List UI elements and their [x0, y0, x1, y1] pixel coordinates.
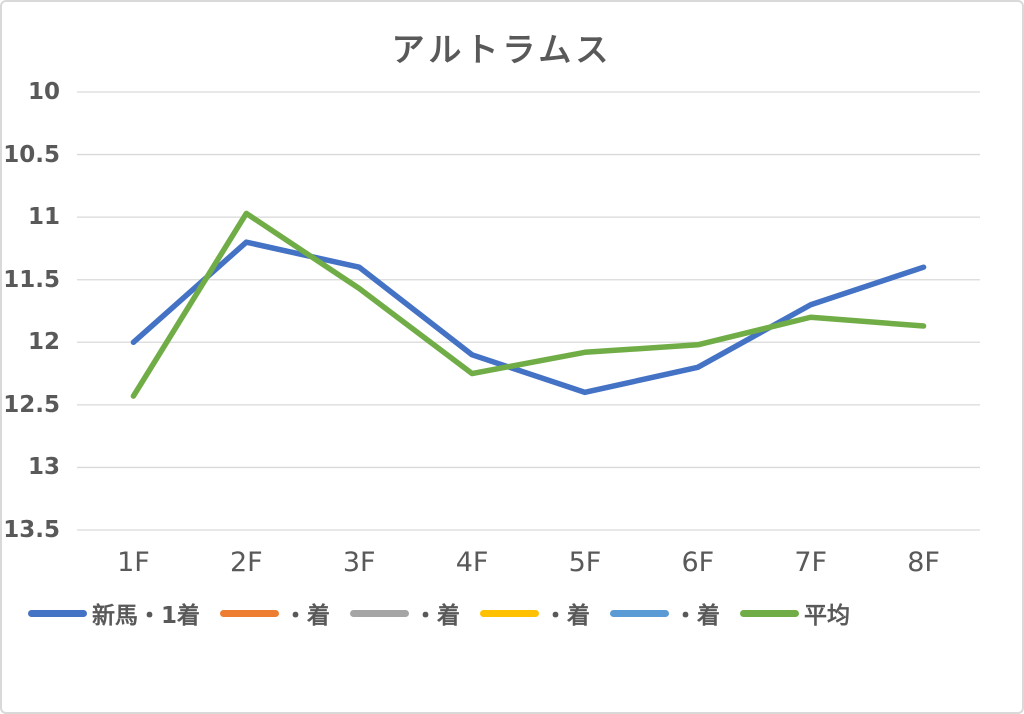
legend-label: 新馬・1着 — [92, 603, 201, 629]
chart-title: アルトラムス — [391, 30, 613, 69]
x-axis-tick: 2F — [229, 547, 263, 578]
x-axis-tick: 6F — [681, 547, 715, 578]
legend-swatch — [610, 609, 670, 617]
y-axis-tick: 10 — [27, 79, 60, 105]
legend-label: 平均 — [804, 603, 851, 629]
legend-swatch — [480, 609, 540, 617]
legend-item: ・着 — [220, 596, 330, 630]
legend-item: ・着 — [350, 596, 460, 630]
x-axis-tick: 7F — [794, 547, 828, 578]
series-line-0 — [130, 239, 927, 396]
legend-label: ・着 — [674, 603, 721, 629]
y-axis-tick: 11.5 — [3, 266, 60, 293]
legend-item: ・着 — [480, 596, 590, 630]
y-axis-tick: 13 — [27, 454, 60, 481]
x-axis-tick: 4F — [455, 547, 489, 578]
legend-swatch — [740, 609, 800, 617]
x-axis-tick: 5F — [568, 547, 602, 578]
y-axis-tick: 11 — [27, 204, 60, 231]
x-axis-tick: 1F — [117, 547, 150, 578]
legend: 新馬・1着 ・着 ・着 ・着 ・着 平均 — [28, 596, 850, 630]
legend-label: ・着 — [284, 603, 331, 629]
y-axis-tick: 10.5 — [3, 141, 60, 168]
legend-swatch — [350, 609, 410, 617]
y-axis-tick: 13.5 — [3, 517, 60, 543]
x-axis-tick: 8F — [907, 547, 940, 578]
legend-label: ・着 — [544, 603, 591, 629]
series-line-5 — [130, 210, 927, 399]
legend-item: ・着 — [610, 596, 720, 630]
y-axis-tick: 12 — [27, 329, 60, 356]
x-axis-tick: 3F — [342, 547, 376, 578]
legend-swatch — [28, 609, 87, 617]
y-axis-tick: 12.5 — [3, 391, 60, 418]
legend-item: 平均 — [740, 596, 850, 630]
legend-item: 新馬・1着 — [28, 596, 200, 630]
legend-swatch — [220, 609, 280, 617]
legend-label: ・着 — [414, 603, 461, 629]
